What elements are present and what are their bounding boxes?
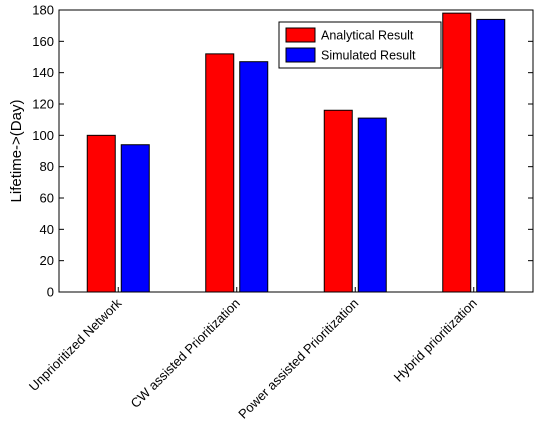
legend: Analytical Result Simulated Result <box>278 21 442 69</box>
y-axis: 0 20 40 60 80 100 120 140 160 180 <box>32 3 533 300</box>
legend-swatch <box>285 27 316 43</box>
y-tick-label: 180 <box>32 3 54 18</box>
y-tick-label: 160 <box>32 34 54 49</box>
y-tick-label: 20 <box>40 253 54 268</box>
bar-simulated <box>476 18 506 293</box>
legend-swatch <box>285 47 316 63</box>
plot-frame <box>58 9 534 293</box>
bar-simulated <box>120 144 150 293</box>
y-tick-label: 120 <box>32 97 54 112</box>
bar-simulated <box>239 61 269 293</box>
bar-simulated <box>357 117 387 293</box>
bar-analytical <box>323 109 353 293</box>
y-axis-label: Lifetime->(Day) <box>8 100 25 203</box>
y-tick-label: 60 <box>40 191 54 206</box>
x-tick-label: Hybrid prioritization <box>391 296 480 385</box>
x-tick-label: Unprioritized Network <box>26 295 125 394</box>
legend-label: Analytical Result <box>321 29 414 43</box>
y-tick-label: 140 <box>32 65 54 80</box>
x-axis: Unprioritized Network CW assisted Priorit… <box>26 287 480 422</box>
y-tick-label: 0 <box>47 285 54 300</box>
x-tick-label: Power assisted Prioritization <box>235 296 361 422</box>
legend-label: Simulated Result <box>321 49 416 63</box>
y-tick-label: 100 <box>32 128 54 143</box>
bar-analytical <box>205 53 235 293</box>
bars-layer <box>86 12 506 293</box>
x-tick-label: CW assisted Prioritization <box>128 296 243 411</box>
bar-analytical <box>86 134 116 293</box>
y-tick-label: 40 <box>40 222 54 237</box>
bar-analytical <box>442 12 472 293</box>
y-tick-label: 80 <box>40 159 54 174</box>
